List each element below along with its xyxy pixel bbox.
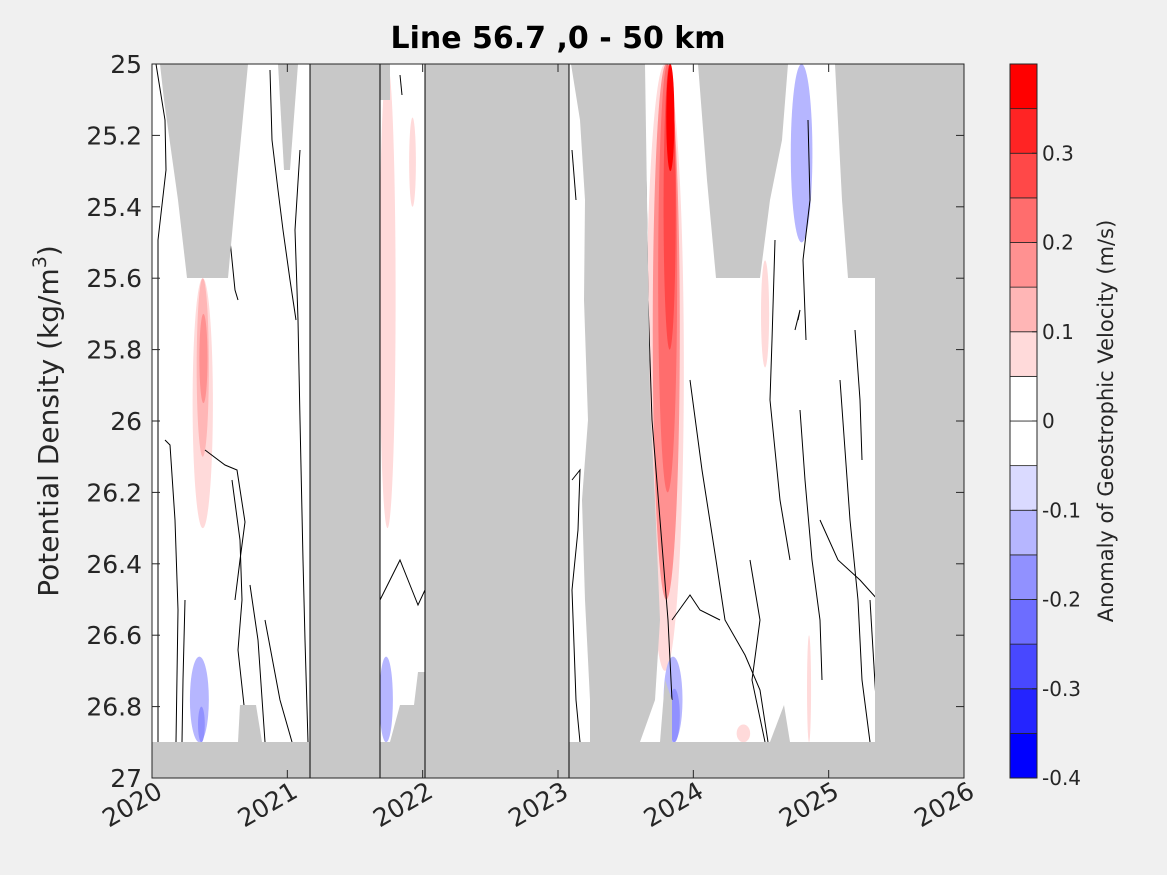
contour-line (802, 119, 811, 341)
positive-anomaly (666, 64, 675, 172)
colorbar-tick-label: 0.2 (1042, 231, 1074, 255)
no-data-region (160, 64, 248, 278)
contour-line (671, 594, 721, 621)
x-tick-label: 2023 (503, 776, 573, 833)
y-tick-label: 26.4 (86, 550, 142, 579)
colorbar-swatch (1009, 63, 1038, 110)
negative-anomaly (198, 706, 205, 743)
y-tick-label: 25.2 (86, 121, 142, 150)
no-data-region (835, 64, 964, 778)
colorbar-swatch (1009, 242, 1038, 288)
no-data-region (278, 64, 298, 170)
no-data-region (380, 64, 390, 100)
negative-anomaly (790, 64, 813, 243)
x-tick-label: 2021 (233, 776, 303, 833)
colorbar-tick-label: 0 (1042, 409, 1055, 433)
contour-line (794, 309, 801, 331)
contour-line (181, 599, 186, 743)
contour-line (269, 69, 297, 321)
contour-line (799, 409, 823, 681)
contour-line (155, 63, 167, 742)
positive-anomaly (761, 260, 770, 368)
no-data-region (571, 64, 660, 742)
y-axis-label-superscript: 3 (29, 256, 51, 268)
y-tick-label: 25.8 (86, 336, 142, 365)
contour-line (229, 239, 239, 301)
y-axis: 25 25.2 25.4 25.6 25.8 26 26.2 26.4 26.6 26.8 27 (86, 50, 964, 793)
y-tick-label: 25.4 (86, 193, 142, 222)
y-tick-label: 26.6 (86, 621, 142, 650)
contour-line (571, 149, 577, 201)
contour-line (379, 558, 426, 607)
y-tick-label: 25.6 (86, 264, 142, 293)
positive-anomaly (199, 313, 208, 404)
colorbar-tick-label: 0.1 (1042, 320, 1074, 344)
contour-line (249, 584, 266, 743)
contour-line (769, 239, 791, 561)
contour-line (689, 379, 769, 743)
y-tick-label: 27 (110, 764, 142, 793)
y-axis-label: Potential Density (kg/m3) (29, 245, 65, 597)
colorbar-swatch (1009, 554, 1038, 600)
colorbar-swatch (1009, 197, 1038, 243)
contour-line (264, 619, 293, 743)
y-tick-label: 26.8 (86, 693, 142, 722)
no-data-region (425, 64, 569, 778)
x-tick-label: 2026 (909, 776, 979, 833)
colorbar-swatch (1009, 331, 1038, 377)
colorbar-swatch (1009, 599, 1038, 645)
colorbar-swatch (1009, 732, 1038, 779)
contour-line (854, 329, 863, 461)
colorbar: 0.3 0.2 0.1 0 -0.1 -0.2 -0.3 -0.4 (1009, 63, 1081, 790)
x-tick-label: 2025 (774, 776, 844, 833)
y-tick-label: 26.2 (86, 478, 142, 507)
positive-anomaly (807, 635, 812, 743)
colorbar-swatch (1009, 643, 1038, 690)
contour-line (839, 379, 871, 743)
contour-lines (155, 63, 879, 743)
colorbar-tick-label: -0.3 (1042, 677, 1081, 701)
y-tick-label: 26 (110, 407, 142, 436)
colorbar-swatch (1009, 108, 1038, 154)
no-data-region (310, 64, 380, 778)
segment-borders (309, 64, 570, 778)
x-tick-label: 2024 (639, 776, 709, 833)
colorbar-tick-label: -0.4 (1042, 766, 1081, 790)
colorbar-swatch (1009, 420, 1038, 467)
chart-title: Line 56.7 ,0 - 50 km (390, 21, 725, 56)
colorbar-tick-label: -0.2 (1042, 588, 1081, 612)
no-data-region (238, 705, 262, 742)
colorbar-tick-label: -0.1 (1042, 498, 1081, 522)
no-data-region (390, 672, 425, 742)
colorbar-swatch (1009, 375, 1038, 422)
colorbar-swatch (1009, 286, 1038, 333)
colorbar-swatch (1009, 152, 1038, 199)
positive-anomaly (379, 63, 396, 529)
contour-line (399, 74, 403, 96)
colorbar-tick-label: 0.3 (1042, 141, 1074, 165)
no-data-region (660, 680, 672, 742)
contour-line (294, 149, 309, 743)
contour-line (164, 439, 179, 743)
contour-line (231, 479, 249, 743)
contour-line (749, 559, 766, 743)
negative-anomaly (379, 656, 393, 743)
colorbar-swatch (1009, 465, 1038, 511)
colorbar-label: Anomaly of Geostrophic Velocity (m/s) (1094, 220, 1118, 623)
y-tick-label: 25 (110, 50, 142, 79)
positive-anomaly (409, 117, 416, 207)
x-tick-label: 2022 (368, 776, 438, 833)
contour-line (571, 468, 581, 743)
contour-line (819, 519, 879, 601)
no-data-region (770, 705, 790, 742)
no-data-region (698, 64, 788, 278)
contour-line (204, 449, 246, 601)
plot-area (151, 63, 965, 779)
colorbar-swatch (1009, 688, 1038, 734)
positive-anomaly (736, 724, 751, 743)
colorbar-swatch (1009, 509, 1038, 556)
